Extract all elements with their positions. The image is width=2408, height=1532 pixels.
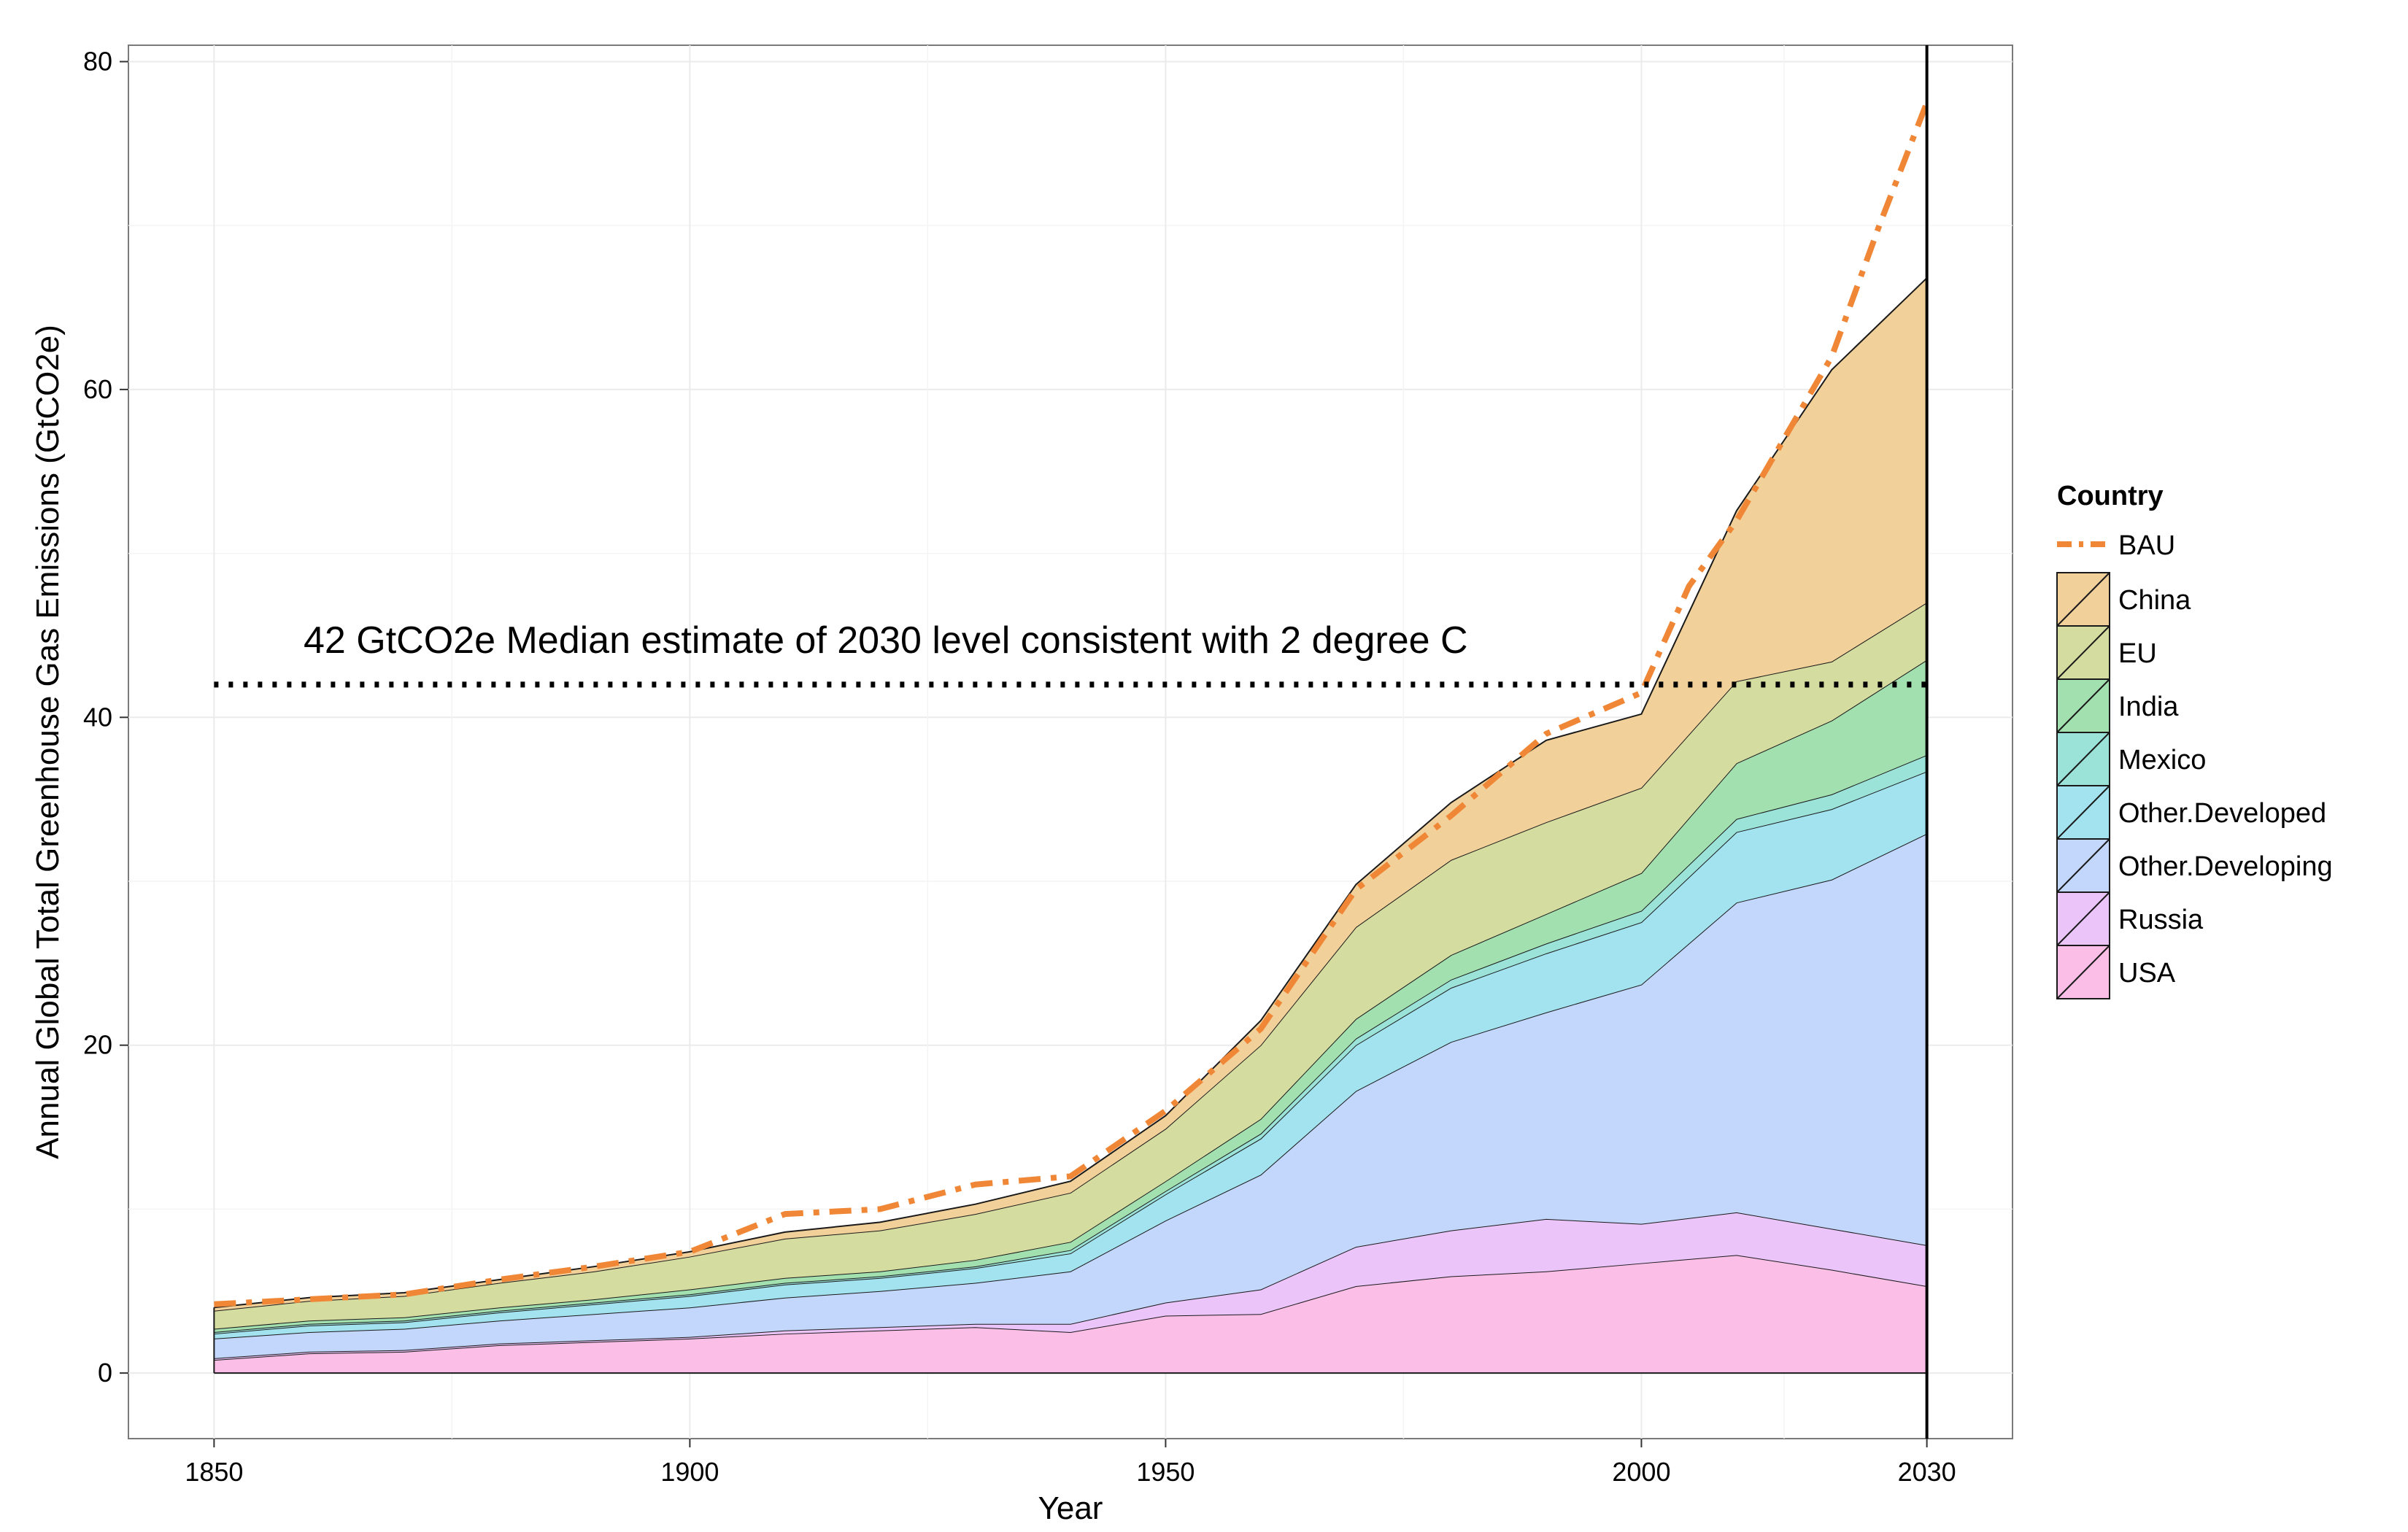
legend-key-slash	[2056, 625, 2110, 680]
x-axis-title: Year	[1038, 1490, 1103, 1526]
legend-key-slash	[2056, 678, 2110, 733]
axes: 0 20 40 60 80 1850 1900 1950 2000 2030	[83, 45, 1956, 1487]
legend-label-eu: EU	[2118, 638, 2157, 669]
area-usa	[214, 1255, 1927, 1374]
y-tick-label: 40	[83, 702, 112, 732]
legend-label-other-developed: Other.Developed	[2118, 798, 2326, 829]
x-tick-label: 2030	[1898, 1457, 1956, 1487]
legend-key-slash	[2056, 572, 2110, 627]
reference-annotation: 42 GtCO2e Median estimate of 2030 level …	[304, 619, 1468, 662]
bau-line	[214, 101, 1930, 1307]
legend-key-slash	[2056, 945, 2110, 999]
legend-label-mexico: Mexico	[2118, 745, 2206, 775]
legend-key-slash	[2056, 838, 2110, 893]
legend: Country BAU China EU India Mexico Other.Devel…	[2056, 481, 2333, 999]
y-tick-label: 80	[83, 46, 112, 76]
area-series	[213, 277, 1928, 1374]
x-tick-label: 1950	[1136, 1457, 1195, 1487]
area-china	[214, 278, 1927, 1311]
legend-label-bau: BAU	[2118, 530, 2175, 561]
y-axis-title: Annual Global Total Greenhouse Gas Emiss…	[30, 325, 66, 1159]
reference-layer: 42 GtCO2e Median estimate of 2030 level …	[214, 619, 1927, 688]
y-tick-label: 60	[83, 374, 112, 404]
y-tick-label: 0	[98, 1358, 112, 1388]
legend-key-slash	[2056, 732, 2110, 786]
area-edge-china	[214, 277, 1928, 1309]
legend-key-slash	[2056, 785, 2110, 840]
area-russia	[214, 1212, 1927, 1361]
y-tick-label: 20	[83, 1030, 112, 1060]
bau-layer	[214, 101, 1930, 1307]
x-tick-label: 1850	[185, 1457, 243, 1487]
area-other-developing	[214, 833, 1927, 1358]
x-tick-label: 2000	[1612, 1457, 1670, 1487]
legend-label-other-developing: Other.Developing	[2118, 851, 2333, 882]
x-tick-label: 1900	[660, 1457, 719, 1487]
legend-label-russia: Russia	[2118, 905, 2204, 935]
legend-label-usa: USA	[2118, 958, 2176, 989]
legend-label-india: India	[2118, 692, 2179, 722]
area-edge-mexico	[214, 754, 1928, 1333]
legend-title: Country	[2057, 481, 2164, 511]
legend-label-china: China	[2118, 585, 2191, 616]
legend-key-slash	[2056, 891, 2110, 946]
